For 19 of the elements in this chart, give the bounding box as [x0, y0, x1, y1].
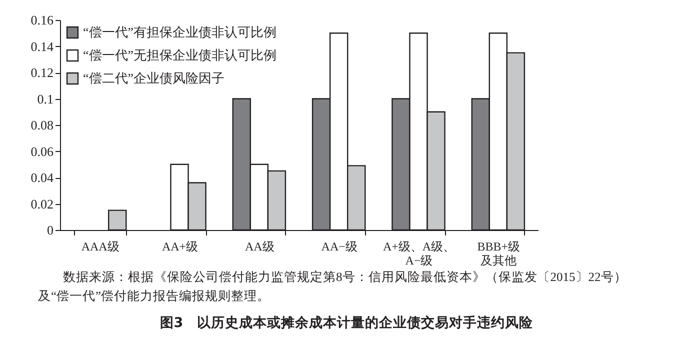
x-tick-label: AA+级	[162, 240, 198, 254]
y-tick-label: 0	[47, 222, 54, 238]
y-tick-label: 0.06	[30, 144, 54, 159]
x-tick-label: AA级	[244, 240, 274, 254]
legend-label: “偿一代”无担保企业债非认可比例	[83, 48, 277, 62]
y-tick-label: 0.08	[30, 118, 54, 132]
source-note: 数据来源：根据《保险公司偿付能力监管规定第8号：信用风险最低资本》（保监发〔2015〕22号）及“偿一代”偿付能力报告编报规则整理。	[38, 269, 628, 305]
y-tick-label: 0.1	[37, 91, 54, 106]
y-tick-label: 0.12	[30, 65, 54, 80]
legend-label: “偿一代”有担保企业债非认可比例	[83, 24, 277, 40]
x-tick-label: AA−级	[321, 240, 358, 254]
y-tick-label: 0.14	[30, 38, 54, 54]
y-tick-label: 0.16	[30, 12, 54, 28]
legend-label: “偿二代”企业债风险因子	[83, 70, 225, 86]
y-tick-label: 0.04	[30, 170, 54, 185]
y-tick-label: 0.02	[30, 196, 54, 212]
x-tick-label: A+级、A级、A−级	[382, 240, 456, 268]
x-tick-label: AAA级	[81, 240, 120, 254]
text: 图3 以历史成本或摊余成本计量的企业债交易对手违约风险	[158, 314, 534, 332]
